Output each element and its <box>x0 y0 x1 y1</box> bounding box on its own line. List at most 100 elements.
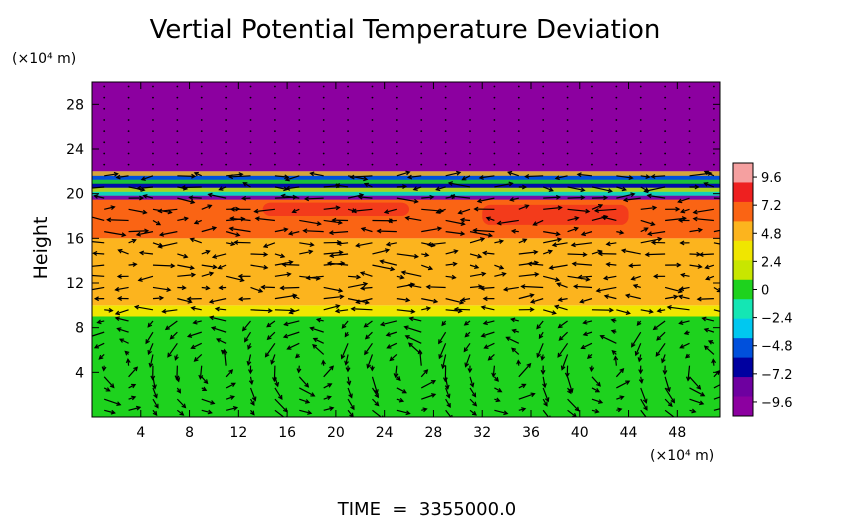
vector-arrow <box>396 119 398 121</box>
vector-arrow <box>518 153 520 155</box>
colorbar-swatch <box>733 299 753 319</box>
vector-arrow <box>103 86 105 88</box>
vector-arrow <box>640 108 642 110</box>
vector-arrow <box>176 97 178 99</box>
vector-arrow <box>469 130 471 132</box>
colorbar: 9.67.24.82.40−2.4−4.8−7.2−9.6 <box>733 163 793 417</box>
vector-arrow <box>494 141 496 143</box>
vector-arrow <box>176 86 178 88</box>
vector-arrow <box>323 130 325 132</box>
y-tick-label: 12 <box>66 276 84 292</box>
vector-arrow <box>225 141 227 143</box>
vector-arrow <box>420 164 422 166</box>
x-tick-label: 20 <box>327 425 345 441</box>
vector-arrow <box>298 153 300 155</box>
vector-arrow <box>640 86 642 88</box>
vector-arrow <box>494 130 496 132</box>
vector-arrow <box>615 108 617 110</box>
vector-arrow <box>615 164 617 166</box>
vector-arrow <box>518 86 520 88</box>
vector-arrow <box>713 86 715 88</box>
vector-arrow <box>689 164 691 166</box>
vector-arrow <box>640 119 642 121</box>
colorbar-tick-label: −9.6 <box>761 396 793 411</box>
vector-arrow <box>689 153 691 155</box>
vector-arrow <box>372 108 374 110</box>
vector-arrow <box>469 97 471 99</box>
vector-arrow <box>469 119 471 121</box>
vector-arrow <box>591 108 593 110</box>
vector-arrow <box>591 141 593 143</box>
vector-arrow <box>128 97 130 99</box>
vector-arrow <box>542 153 544 155</box>
vector-arrow <box>128 153 130 155</box>
x-tick-label: 44 <box>620 425 638 441</box>
x-tick-label: 12 <box>229 425 247 441</box>
vector-arrow <box>347 141 349 143</box>
vector-arrow <box>567 164 569 166</box>
vector-arrow <box>494 119 496 121</box>
vector-arrow <box>152 108 154 110</box>
colorbar-swatch <box>733 260 753 280</box>
vector-arrow <box>445 119 447 121</box>
vector-arrow <box>274 153 276 155</box>
vector-arrow <box>615 130 617 132</box>
vector-arrow <box>128 86 130 88</box>
colorbar-swatch <box>733 319 753 339</box>
vector-arrow <box>664 97 666 99</box>
vector-arrow <box>469 141 471 143</box>
vector-arrow <box>615 141 617 143</box>
vector-arrow <box>274 130 276 132</box>
vector-arrow <box>567 119 569 121</box>
vector-arrow <box>372 97 374 99</box>
vector-arrow <box>518 97 520 99</box>
vector-arrow <box>615 97 617 99</box>
vector-arrow <box>615 153 617 155</box>
vector-arrow <box>274 86 276 88</box>
vector-arrow <box>298 86 300 88</box>
heatmap-layer <box>92 82 720 171</box>
vector-arrow <box>518 119 520 121</box>
x-tick-label: 16 <box>278 425 296 441</box>
vector-arrow <box>494 164 496 166</box>
vector-arrow <box>225 108 227 110</box>
colorbar-tick-label: 4.8 <box>761 227 782 242</box>
vector-arrow <box>274 119 276 121</box>
vector-arrow <box>445 141 447 143</box>
vector-arrow <box>347 153 349 155</box>
vector-arrow <box>713 108 715 110</box>
vector-arrow <box>347 130 349 132</box>
vector-arrow <box>420 141 422 143</box>
vector-arrow <box>689 86 691 88</box>
vector-arrow <box>713 97 715 99</box>
vector-arrow <box>664 141 666 143</box>
vector-arrow <box>103 119 105 121</box>
vector-arrow <box>469 86 471 88</box>
vector-arrow <box>250 97 252 99</box>
vector-arrow <box>152 86 154 88</box>
vector-arrow <box>567 141 569 143</box>
vector-arrow <box>640 164 642 166</box>
vector-arrow <box>664 130 666 132</box>
vector-arrow <box>152 164 154 166</box>
vector-arrow <box>176 164 178 166</box>
vector-arrow <box>664 108 666 110</box>
vector-arrow <box>103 153 105 155</box>
vector-arrow <box>103 164 105 166</box>
vector-arrow <box>542 119 544 121</box>
vector-arrow <box>420 86 422 88</box>
vector-arrow <box>323 86 325 88</box>
vector-arrow <box>347 108 349 110</box>
vector-arrow <box>176 141 178 143</box>
vector-arrow <box>176 130 178 132</box>
vector-arrow <box>323 153 325 155</box>
vector-arrow <box>201 153 203 155</box>
vector-arrow <box>250 141 252 143</box>
y-tick-label: 24 <box>66 142 84 158</box>
vector-arrow <box>664 164 666 166</box>
vector-arrow <box>445 108 447 110</box>
colorbar-swatch <box>733 182 753 202</box>
vector-arrow <box>713 119 715 121</box>
colorbar-swatch <box>733 221 753 241</box>
vector-arrow <box>323 97 325 99</box>
